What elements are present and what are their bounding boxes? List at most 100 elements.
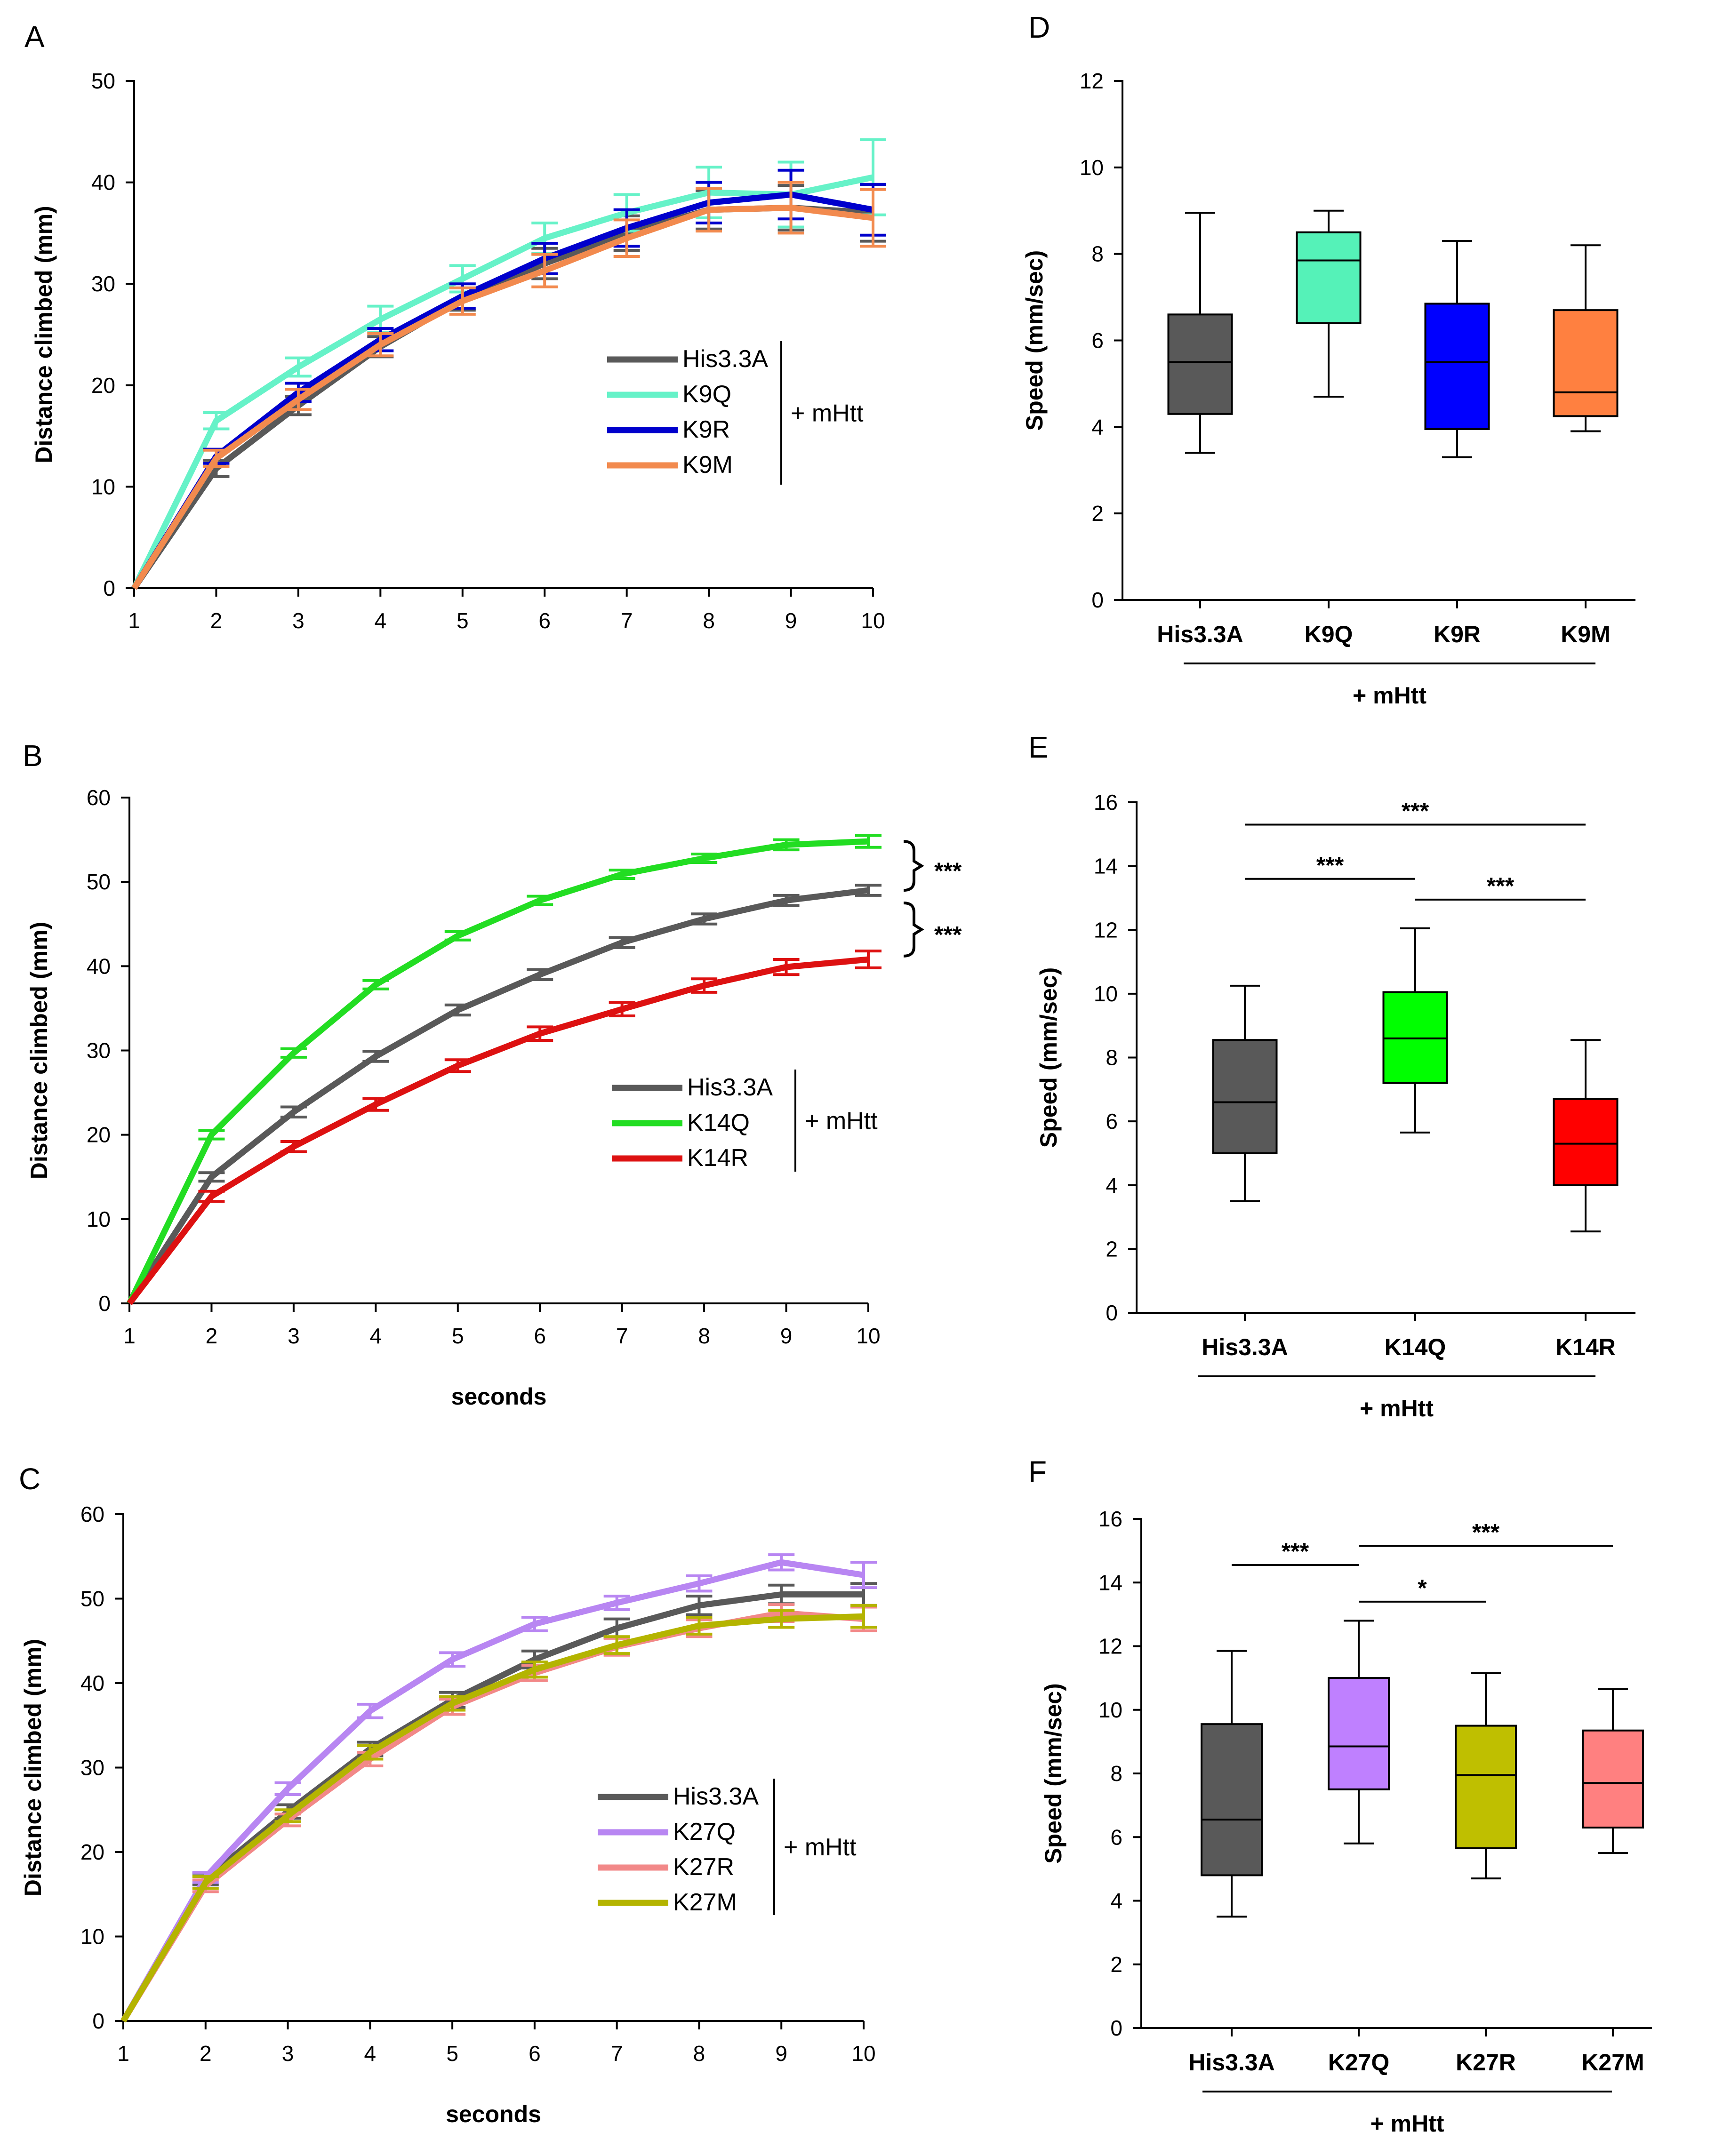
error-bar [768,1609,795,1629]
error-bar [850,1561,877,1589]
panel-f: F 0 2 4 6 8 10 12 14 16 Speed (mm/sec) His3.3A K27Q K… [1028,1455,1652,2137]
y-tick-label: 12 [1094,918,1118,942]
error-bar [603,1595,630,1611]
legend: His3.3A K27Q K27R K27M + mHtt [598,1779,857,1916]
y-tick-label: 6 [1091,328,1104,353]
error-bar [773,894,800,907]
box-iqr [1167,313,1233,415]
significance-label: * [1418,1575,1427,1601]
y-axis-label: Distance climbed (mm) [26,922,52,1179]
x-tick-label: 10 [851,2041,875,2066]
y-tick-label: 12 [1098,1634,1122,1659]
x-tick-label: 7 [621,608,633,633]
x-tick-label: 2 [210,608,223,633]
significance-brace [903,901,924,958]
x-category-label: K27Q [1328,2049,1390,2076]
error-bar [362,979,389,990]
x-axis-label: + mHtt [1360,1395,1434,1421]
error-bar [609,869,635,880]
box-iqr [1553,309,1619,417]
box-k27m [1582,1688,1644,1854]
y-axis-label: Distance climbed (mm) [31,206,57,463]
y-tick-label: 0 [92,2009,104,2033]
legend: His3.3A K9Q K9R K9M + mHtt [607,341,864,485]
panel-e: E 0 2 4 6 8 10 12 14 16 Speed (mm/sec) His3.3A K14Q K… [1028,730,1635,1421]
panel-c: C 0 10 20 30 40 50 60 Distance climbed (mm) 1 2 3 4 5… [19,1462,877,2127]
y-tick-label: 4 [1106,1173,1118,1198]
error-bar [777,181,804,235]
significance-label: *** [934,921,962,948]
error-bar [691,977,718,994]
series-line-k27r [120,1610,864,2023]
error-bar [449,286,476,316]
error-bar [439,1695,466,1712]
x-tick-label: 7 [611,2041,623,2066]
y-tick-label: 12 [1080,69,1104,93]
series-line-k27m [120,1613,864,2023]
legend-group-label: + mHtt [784,1834,857,1861]
x-category-label: His3.3A [1188,2049,1274,2076]
x-tick-label: 10 [861,608,885,633]
error-bar [613,218,640,258]
x-tick-label: 3 [288,1324,300,1348]
x-tick-label: 6 [538,608,551,633]
y-tick-label: 4 [1091,415,1104,439]
box-iqr [1296,231,1362,324]
x-tick-label: 9 [785,608,797,633]
x-category-label: K27R [1456,2049,1516,2076]
error-bar [274,1808,301,1823]
error-bar [203,411,230,431]
error-bar [444,930,471,942]
y-tick-label: 10 [1094,982,1118,1006]
x-tick-label: 1 [123,1324,136,1348]
x-axis-label: + mHtt [1370,2110,1444,2137]
series-line-k14r [127,956,869,1305]
legend-label: K14R [687,1144,748,1172]
y-tick-label: 10 [1098,1698,1122,1722]
y-tick-label: 40 [80,1671,104,1695]
y-tick-label: 30 [80,1756,104,1780]
error-bar [198,1129,225,1141]
y-tick-label: 0 [1106,1301,1118,1325]
x-tick-label: 4 [370,1324,382,1348]
legend-group-label: + mHtt [805,1108,878,1135]
x-tick-label: 8 [703,608,715,633]
series-line-k9q [131,174,874,590]
error-bar [280,1105,307,1119]
y-tick-label: 0 [98,1291,111,1316]
panel-b: B 0 10 20 30 40 50 60 Distance climbed (mm) 1 2 3 4 5… [23,739,962,1410]
y-tick-label: 10 [1080,155,1104,180]
legend-label: His3.3A [682,345,768,373]
y-tick-label: 0 [1091,588,1104,612]
error-bar [686,1574,713,1593]
x-tick-label: 9 [775,2041,787,2066]
panel-letter: B [23,739,43,773]
panel-a: A 0 10 20 30 40 50 Distance climbed (mm) 1 2 3 4 5 6 7… [24,20,886,633]
x-category-label: K14R [1555,1334,1616,1360]
x-category-label: His3.3A [1202,1334,1288,1360]
y-tick-label: 50 [80,1587,104,1611]
y-tick-label: 2 [1110,1952,1122,1977]
y-tick-label: 14 [1094,854,1118,878]
y-tick-label: 40 [87,954,111,978]
y-tick-label: 0 [1110,2016,1122,2040]
box-k14q [1382,927,1448,1134]
error-bar [855,884,882,897]
panel-letter: E [1028,730,1049,764]
x-axis-label: + mHtt [1353,682,1426,709]
x-tick-label: 8 [698,1324,710,1348]
box-k27q [1328,1620,1390,1845]
panel-letter: F [1028,1455,1047,1489]
legend-label: His3.3A [687,1074,773,1101]
y-tick-label: 8 [1110,1761,1122,1786]
error-bar [203,448,230,468]
box-iqr [1424,303,1490,430]
error-bar [444,1003,471,1017]
y-tick-label: 50 [87,870,111,894]
y-tick-label: 2 [1106,1237,1118,1261]
legend-label: K9M [682,451,733,479]
significance-label: *** [1487,873,1515,899]
x-category-label: K27M [1581,2049,1644,2076]
error-bar [527,968,553,981]
